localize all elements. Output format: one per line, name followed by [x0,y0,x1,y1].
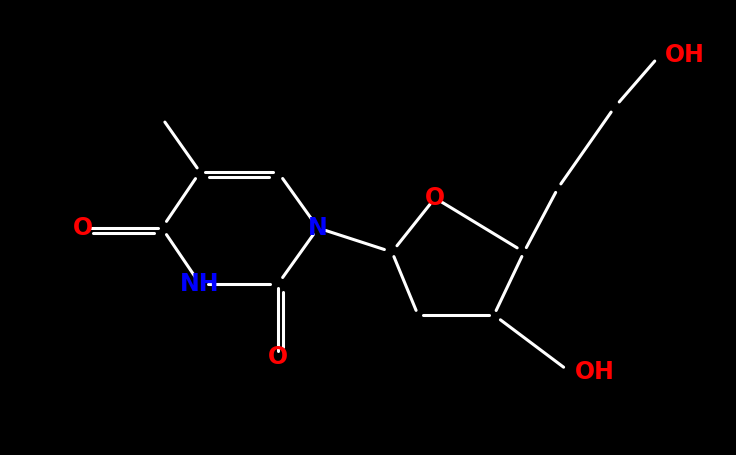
Text: O: O [268,345,288,369]
Text: OH: OH [575,360,615,384]
Text: NH: NH [180,272,220,296]
Text: OH: OH [665,43,705,67]
Text: N: N [308,216,328,240]
Text: O: O [73,216,93,240]
Text: O: O [425,186,445,210]
